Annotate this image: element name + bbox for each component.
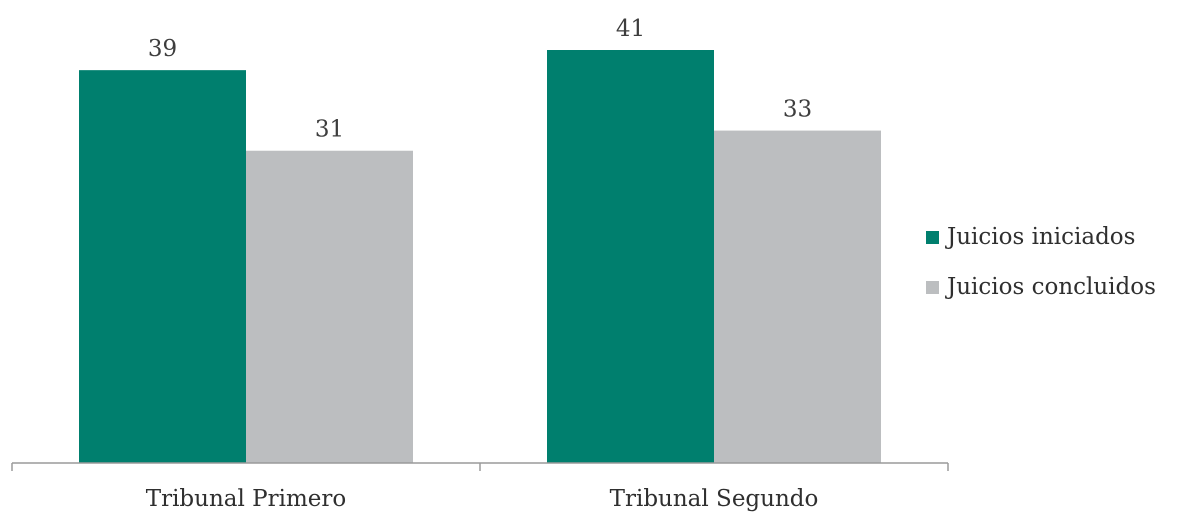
bars-layer: [79, 50, 881, 464]
legend-label-juicios-iniciados: Juicios iniciados: [947, 224, 1136, 250]
value-labels-layer: 39 31 41 33: [148, 16, 812, 143]
category-label-tribunal-segundo: Tribunal Segundo: [610, 486, 819, 512]
category-label-tribunal-primero: Tribunal Primero: [146, 486, 347, 512]
value-label-juicios-iniciados-tribunal-primero: 39: [148, 36, 177, 62]
value-label-juicios-concluidos-tribunal-segundo: 33: [783, 97, 812, 123]
legend-label-juicios-concluidos: Juicios concluidos: [947, 274, 1156, 300]
legend-item-juicios-concluidos: Juicios concluidos: [926, 262, 1156, 312]
bar-juicios-concluidos-tribunal-primero: [246, 150, 413, 464]
legend-swatch-juicios-iniciados: [926, 230, 939, 244]
value-label-juicios-iniciados-tribunal-segundo: 41: [616, 16, 645, 42]
legend-item-juicios-iniciados: Juicios iniciados: [926, 212, 1156, 262]
bar-juicios-iniciados-tribunal-segundo: [547, 50, 714, 463]
value-label-juicios-concluidos-tribunal-primero: 31: [315, 117, 344, 143]
bar-juicios-iniciados-tribunal-primero: [79, 70, 246, 464]
legend-swatch-juicios-concluidos: [926, 280, 939, 294]
bar-juicios-concluidos-tribunal-segundo: [714, 130, 881, 463]
legend: Juicios iniciados Juicios concluidos: [926, 212, 1156, 312]
